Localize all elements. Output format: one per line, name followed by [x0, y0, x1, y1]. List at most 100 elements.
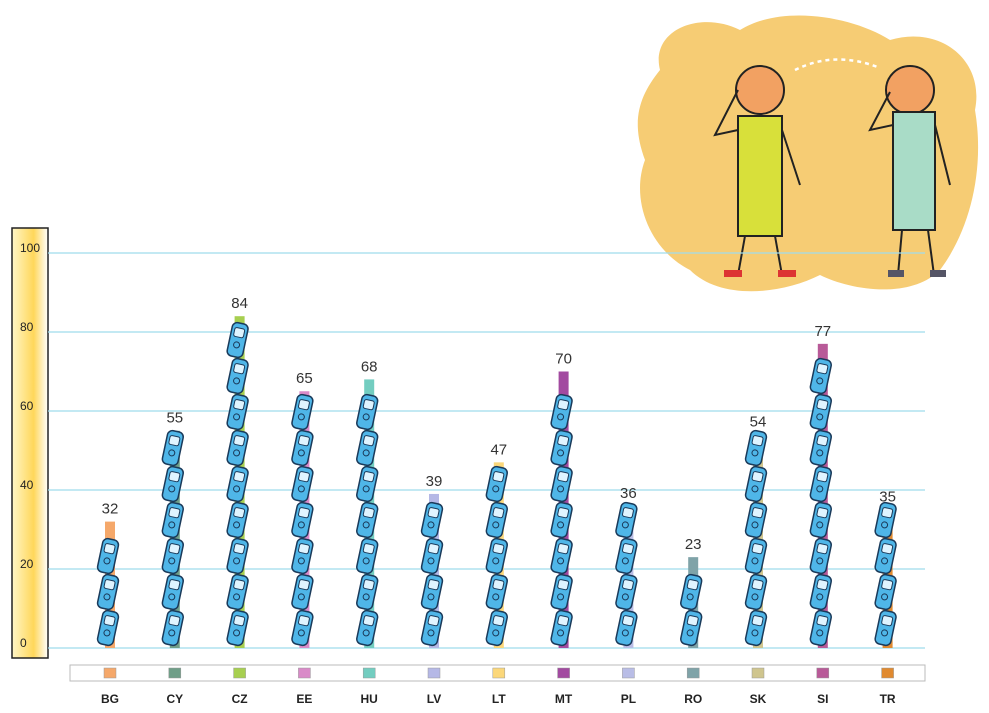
phone-key [557, 485, 565, 493]
phone-screen [686, 615, 699, 627]
phone-icon [226, 573, 249, 611]
phone-screen [492, 615, 505, 627]
phone-icon [874, 573, 897, 611]
phone-icon [356, 501, 379, 539]
phone-icon [744, 573, 768, 611]
phone-key [881, 629, 889, 637]
x-tick-label: CZ [232, 692, 248, 706]
y-tick-label: 80 [20, 320, 34, 334]
phone-body [809, 357, 832, 395]
phone-icon [550, 573, 573, 611]
phone-icon [96, 537, 120, 575]
phone-key [103, 593, 111, 601]
phone-screen [362, 471, 375, 483]
phone-body [356, 429, 379, 467]
phone-body [161, 429, 184, 467]
phone-screen [557, 507, 570, 519]
phone-screen [816, 543, 829, 555]
phone-icon [420, 609, 444, 647]
phone-key [168, 629, 176, 637]
phone-icon [356, 429, 379, 467]
phone-screen [362, 615, 375, 627]
phone-screen [622, 579, 634, 591]
phone-body [809, 429, 832, 467]
phone-icon [161, 465, 184, 503]
legend-swatch [751, 667, 765, 679]
phone-body [809, 393, 832, 431]
phone-screen [298, 543, 310, 555]
phone-icon [161, 537, 184, 575]
phone-key [427, 629, 435, 637]
phone-screen [103, 579, 116, 591]
phone-key [751, 449, 759, 457]
legend-swatch [622, 667, 635, 679]
phone-key [362, 485, 370, 493]
phone-body [161, 465, 184, 503]
phone-key [168, 521, 176, 529]
phone-key [751, 521, 759, 529]
phone-screen [168, 507, 181, 519]
phone-screen [816, 579, 829, 591]
phone-icon [356, 609, 379, 647]
phone-key [816, 629, 824, 637]
value-label: 84 [231, 295, 248, 312]
phone-icon [744, 501, 768, 539]
phone-icon [550, 429, 573, 467]
phone-body [291, 429, 314, 467]
phone-icon [291, 573, 314, 611]
phone-icon [291, 537, 314, 575]
phone-screen [557, 579, 570, 591]
phone-key [492, 557, 500, 565]
phone-icon [420, 501, 444, 539]
phone-body [291, 573, 314, 611]
phone-screen [816, 435, 829, 447]
phone-screen [168, 471, 181, 483]
phone-icon [485, 573, 508, 611]
phone-screen [557, 399, 570, 411]
phone-screen [103, 615, 116, 627]
phone-body [226, 465, 249, 503]
phone-screen [557, 543, 570, 555]
phone-icon [874, 609, 897, 647]
value-label: 36 [620, 485, 637, 502]
phone-screen [686, 579, 699, 591]
phone-key [816, 593, 824, 601]
phone-icon [550, 501, 573, 539]
phone-body [161, 609, 184, 647]
phone-screen [298, 435, 310, 447]
phone-screen [492, 543, 505, 555]
phone-key [362, 521, 370, 529]
phone-body [96, 573, 120, 611]
value-label: 32 [102, 501, 119, 518]
phone-key [881, 557, 889, 565]
phone-body [485, 465, 508, 503]
phone-icon [809, 429, 832, 467]
phone-key [427, 557, 435, 565]
phone-screen [427, 615, 440, 627]
phone-screen [492, 507, 505, 519]
phone-key [233, 449, 241, 457]
phone-icon [680, 609, 703, 647]
phone-key [751, 629, 759, 637]
x-tick-label: LT [492, 692, 506, 706]
phone-body [680, 573, 703, 611]
phone-key [751, 557, 759, 565]
plot: 0 20 40 60 80 100 32 BG 55 CY 84 CZ 65 EE 68 HU 39 LV 47 LT… [20, 241, 925, 706]
phone-screen [622, 507, 634, 519]
phone-screen [233, 435, 246, 447]
value-label: 35 [879, 489, 896, 506]
phone-body [226, 393, 249, 431]
phone-body [550, 465, 573, 503]
phone-body [161, 501, 184, 539]
value-label: 70 [555, 350, 572, 367]
phone-key [621, 593, 629, 601]
phone-icon [485, 609, 508, 647]
phone-key [362, 593, 370, 601]
phone-body [226, 357, 249, 395]
phone-key [621, 521, 629, 529]
phone-body [550, 393, 573, 431]
phone-key [168, 485, 176, 493]
phone-screen [622, 543, 634, 555]
phone-icon [356, 573, 379, 611]
